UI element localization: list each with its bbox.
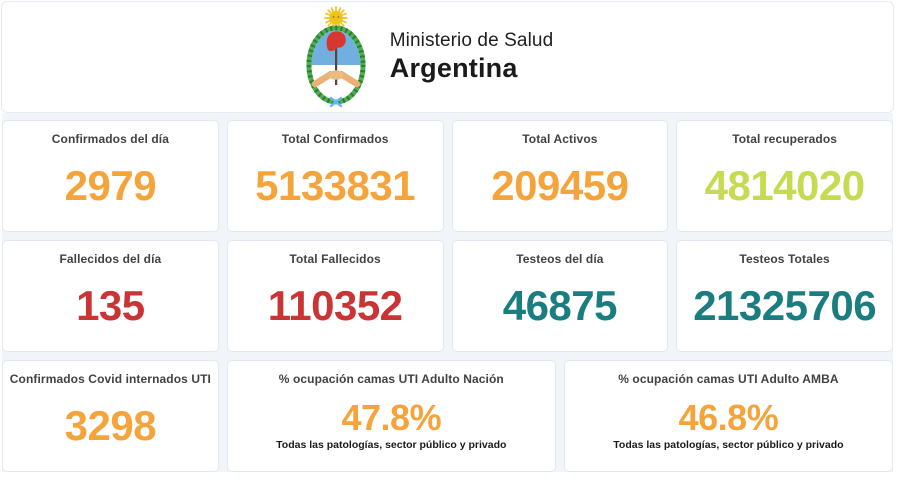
country-title: Argentina [389,53,518,83]
card-value-wrap: 21325706 [693,266,876,351]
card-title: Confirmados del día [51,132,169,146]
card-value-wrap: 135 [76,266,145,351]
ministry-title: Ministerio de Salud [389,30,554,51]
stats-grid: Confirmados del día 2979 Total Confirmados… [2,113,893,472]
brand-text: Ministerio de Salud Argentina [390,30,553,84]
card-value: 21325706 [693,281,877,329]
card-value: 5133831 [255,161,416,209]
card-value-wrap: 5133831 [255,146,416,231]
card-value-wrap: 46.8% Todas las patologías, sector públic… [613,386,843,471]
stat-card: Testeos Totales 21325706 [676,240,893,352]
header: Ministerio de Salud Argentina [1,1,894,113]
card-value-wrap: 46875 [502,266,618,351]
card-value: 3298 [64,401,157,449]
card-value-wrap: 47.8% Todas las patologías, sector públic… [276,386,506,471]
brand: Ministerio de Salud Argentina [298,5,553,109]
card-value-wrap: 4814020 [704,146,866,231]
card-value: 4814020 [704,161,866,209]
card-title: Total recuperados [732,132,838,146]
stat-card: % ocupación camas UTI Adulto AMBA 46.8% To… [563,360,893,472]
card-title: Fallecidos del día [59,252,162,266]
stat-card: Total Fallecidos 110352 [226,240,444,352]
card-title: Testeos del día [516,252,604,266]
card-value: 47.8% [341,397,442,438]
card-value: 135 [76,281,145,329]
card-title: Total Confirmados [281,132,389,146]
card-value: 2979 [64,161,157,209]
stat-card: Confirmados Covid internados UTI 3298 [2,360,219,472]
card-title: Testeos Totales [739,252,830,266]
card-value: 46875 [502,281,618,329]
card-title: Total Activos [522,132,598,146]
card-title: % ocupación camas UTI Adulto Nación [278,372,504,386]
card-value-wrap: 110352 [268,266,403,351]
stat-card: % ocupación camas UTI Adulto Nación 47.8%… [226,360,556,472]
argentina-coat-of-arms-icon [298,5,374,109]
card-subtitle: Todas las patologías, sector público y p… [276,439,507,451]
card-subtitle: Todas las patologías, sector público y p… [613,439,844,451]
card-value: 209459 [491,161,629,209]
card-value-wrap: 3298 [64,386,157,471]
card-value-wrap: 2979 [64,146,157,231]
card-value-wrap: 209459 [491,146,629,231]
card-value: 110352 [267,281,403,329]
stat-card: Total Confirmados 5133831 [226,120,444,232]
stat-card: Total Activos 209459 [451,120,669,232]
stat-card: Confirmados del día 2979 [2,120,219,232]
stat-card: Testeos del día 46875 [451,240,669,352]
card-title: % ocupación camas UTI Adulto AMBA [618,372,839,386]
card-title: Confirmados Covid internados UTI [9,372,211,386]
card-title: Total Fallecidos [289,252,381,266]
stat-card: Fallecidos del día 135 [2,240,219,352]
card-value: 46.8% [678,397,779,438]
stat-card: Total recuperados 4814020 [676,120,893,232]
